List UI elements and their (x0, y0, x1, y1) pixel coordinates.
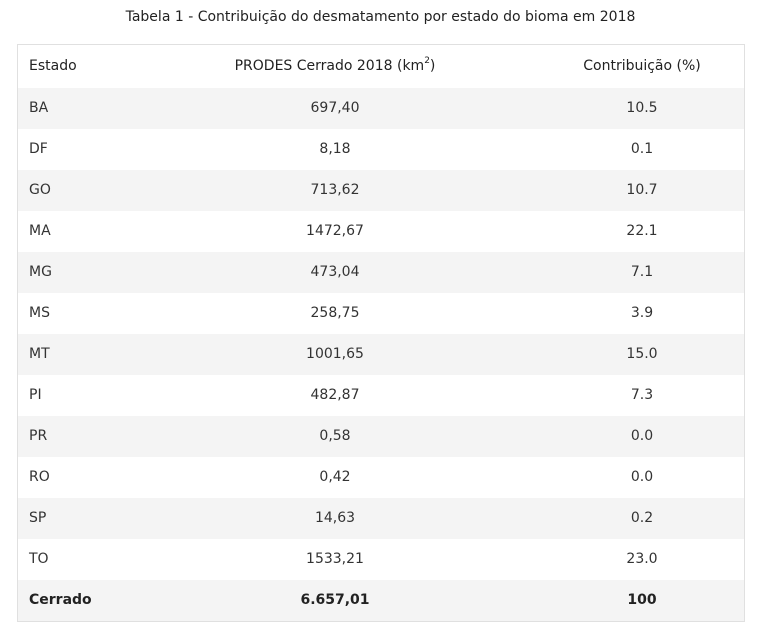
cell-estado: TO (29, 551, 49, 567)
cell-estado: PI (29, 387, 42, 403)
table-header-row: Estado PRODES Cerrado 2018 (km2) Contrib… (18, 45, 744, 88)
header-estado: Estado (29, 58, 77, 74)
cell-prodes: 8,18 (319, 141, 351, 157)
table-body: BA 697,40 10.5 DF 8,18 0.1 GO 713,62 10.… (18, 88, 744, 621)
table-row: BA 697,40 10.5 (18, 88, 744, 129)
cell-estado: RO (29, 469, 50, 485)
header-prodes-suffix: ) (429, 58, 436, 74)
cell-estado: MT (29, 346, 50, 362)
cell-estado: GO (29, 182, 51, 198)
table-row: TO 1533,21 23.0 (18, 539, 744, 580)
cell-contribuicao: 10.5 (626, 100, 658, 116)
cell-estado: MA (29, 223, 51, 239)
table-row: GO 713,62 10.7 (18, 170, 744, 211)
cell-estado: MG (29, 264, 52, 280)
cell-prodes: 0,58 (319, 428, 351, 444)
cell-contribuicao: 10.7 (626, 182, 658, 198)
cell-estado: BA (29, 100, 49, 116)
cell-prodes: 713,62 (310, 182, 360, 198)
cell-estado: SP (29, 510, 47, 526)
total-contribuicao: 100 (627, 592, 657, 608)
cell-prodes: 697,40 (310, 100, 360, 116)
cell-contribuicao: 15.0 (626, 346, 658, 362)
header-contribuicao: Contribuição (%) (583, 58, 701, 74)
cell-contribuicao: 0.0 (630, 428, 654, 444)
cell-prodes: 0,42 (319, 469, 351, 485)
header-prodes-prefix: PRODES Cerrado 2018 (km (234, 58, 425, 74)
table-row: MG 473,04 7.1 (18, 252, 744, 293)
cell-prodes: 14,63 (314, 510, 356, 526)
table-row: MS 258,75 3.9 (18, 293, 744, 334)
table-caption: Tabela 1 - Contribuição do desmatamento … (125, 9, 636, 25)
cell-contribuicao: 3.9 (630, 305, 654, 321)
cell-contribuicao: 23.0 (626, 551, 658, 567)
cell-estado: DF (29, 141, 48, 157)
cell-prodes: 1472,67 (306, 223, 364, 239)
table-total-row: Cerrado 6.657,01 100 (18, 580, 744, 621)
table-row: MA 1472,67 22.1 (18, 211, 744, 252)
header-prodes: PRODES Cerrado 2018 (km2) (160, 45, 510, 88)
table-row: PR 0,58 0.0 (18, 416, 744, 457)
cell-estado: PR (29, 428, 48, 444)
cell-prodes: 473,04 (310, 264, 360, 280)
cell-prodes: 258,75 (310, 305, 360, 321)
table-row: PI 482,87 7.3 (18, 375, 744, 416)
table-row: RO 0,42 0.0 (18, 457, 744, 498)
deforestation-table-container: Estado PRODES Cerrado 2018 (km2) Contrib… (17, 44, 745, 622)
cell-contribuicao: 22.1 (626, 223, 658, 239)
table-row: SP 14,63 0.2 (18, 498, 744, 539)
cell-contribuicao: 0.1 (630, 141, 654, 157)
cell-estado: MS (29, 305, 50, 321)
header-prodes-superscript: 2 (424, 56, 430, 67)
table-row: MT 1001,65 15.0 (18, 334, 744, 375)
cell-contribuicao: 0.0 (630, 469, 654, 485)
cell-contribuicao: 0.2 (630, 510, 654, 526)
total-prodes: 6.657,01 (300, 592, 370, 608)
cell-prodes: 1533,21 (306, 551, 364, 567)
deforestation-table: Estado PRODES Cerrado 2018 (km2) Contrib… (18, 45, 744, 621)
cell-contribuicao: 7.1 (630, 264, 654, 280)
cell-prodes: 482,87 (310, 387, 360, 403)
cell-prodes: 1001,65 (306, 346, 364, 362)
table-row: DF 8,18 0.1 (18, 129, 744, 170)
total-estado: Cerrado (29, 592, 92, 608)
cell-contribuicao: 7.3 (630, 387, 654, 403)
